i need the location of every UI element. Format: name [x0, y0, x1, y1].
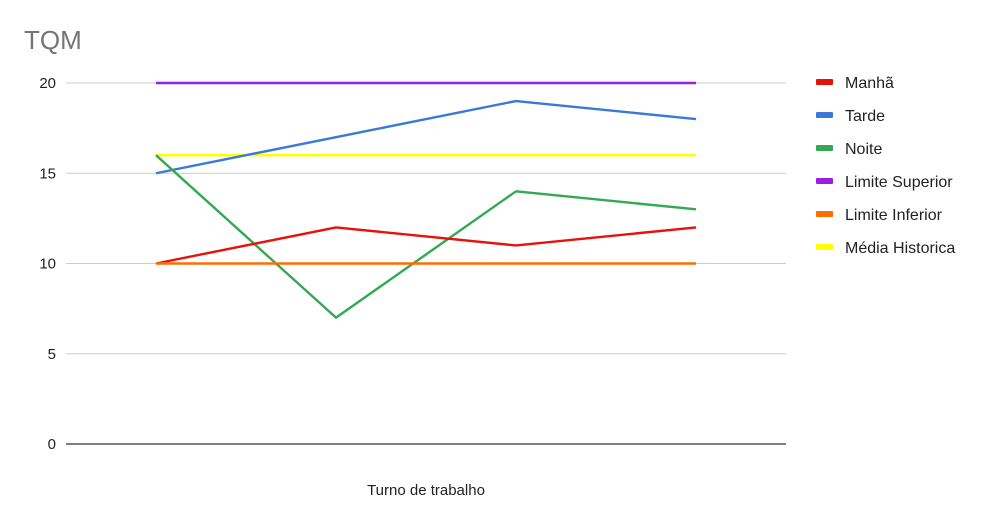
y-tick-label-15: 15	[39, 165, 56, 182]
legend-label-manha: Manhã	[845, 75, 894, 92]
x-axis-label: Turno de trabalho	[367, 482, 485, 499]
y-tick-label-20: 20	[39, 75, 56, 92]
legend-swatch-limite-inferior	[816, 211, 833, 217]
legend: Manhã Tarde Noite Limite Superior Limite Inf…	[816, 75, 955, 257]
y-tick-label-5: 5	[48, 346, 56, 363]
legend-label-noite: Noite	[845, 141, 882, 158]
legend-label-limite-inferior: Limite Inferior	[845, 207, 943, 224]
chart-title: TQM	[24, 25, 82, 55]
legend-swatch-tarde	[816, 112, 833, 118]
legend-swatch-manha	[816, 79, 833, 85]
legend-label-media-historica: Média Historica	[845, 240, 955, 257]
legend-label-tarde: Tarde	[845, 108, 885, 125]
series-lines	[155, 81, 697, 319]
legend-swatch-media-historica	[816, 244, 833, 250]
series-line-manha	[155, 226, 697, 265]
y-tick-label-0: 0	[48, 436, 56, 453]
y-axis-ticks: 0 5 10 15 20	[39, 75, 56, 453]
series-line-tarde	[155, 99, 697, 175]
y-tick-label-10: 10	[39, 256, 56, 273]
legend-swatch-limite-superior	[816, 178, 833, 184]
series-line-noite	[155, 154, 697, 319]
legend-swatch-noite	[816, 145, 833, 151]
legend-label-limite-superior: Limite Superior	[845, 174, 953, 191]
